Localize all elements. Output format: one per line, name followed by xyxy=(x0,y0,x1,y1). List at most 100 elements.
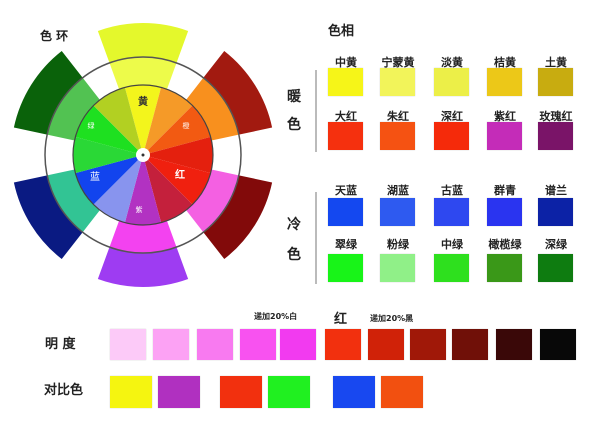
hue-swatch xyxy=(487,198,522,226)
wheel-ring-wedge-top-right xyxy=(186,77,239,141)
hue-swatch xyxy=(380,254,415,282)
color-wheel: 黄 橙 红 紫 蓝 绿 xyxy=(13,22,273,287)
hue-swatch xyxy=(487,122,522,150)
hue-swatch-label: 粉绿 xyxy=(387,238,409,251)
hue-swatch xyxy=(328,254,363,282)
wheel-inner-segment xyxy=(143,136,213,174)
wheel-label-orange: 橙 xyxy=(183,121,190,130)
contrast-swatch xyxy=(381,376,423,408)
hue-swatch xyxy=(434,198,469,226)
brightness-swatch xyxy=(410,329,446,360)
hue-swatch-label: 宁蒙黄 xyxy=(381,56,415,69)
hue-swatch-label: 深红 xyxy=(441,110,463,123)
wheel-inner-segment xyxy=(75,105,143,155)
hue-swatch-label: 桔黄 xyxy=(494,56,516,69)
hue-swatch-label: 朱红 xyxy=(387,110,409,123)
brightness-swatch xyxy=(240,329,276,360)
hue-swatch xyxy=(380,122,415,150)
wheel-inner-segment xyxy=(93,87,143,155)
hue-swatch xyxy=(538,68,573,96)
wheel-outer-wedge-top xyxy=(97,22,189,63)
hue-swatch xyxy=(538,198,573,226)
cool-label-2: 色 xyxy=(287,247,301,263)
wheel-outer-wedge-bottom-left xyxy=(13,175,83,260)
brightness-swatch xyxy=(368,329,404,360)
hue-swatch-label: 天蓝 xyxy=(335,184,357,197)
hue-swatch xyxy=(538,254,573,282)
hue-swatch xyxy=(380,68,415,96)
wheel-outer-wedge-bottom-right xyxy=(203,175,273,260)
hue-swatch xyxy=(328,198,363,226)
wheel-inner-segment xyxy=(124,155,162,225)
contrast-swatch xyxy=(158,376,200,408)
brightness-swatch xyxy=(110,329,146,360)
hue-swatch-label: 中黄 xyxy=(335,56,357,69)
brightness-swatch xyxy=(153,329,189,360)
wheel-inner-segment xyxy=(143,155,193,223)
contrast-swatch xyxy=(333,376,375,408)
wheel-inner-segment xyxy=(75,155,143,205)
hue-swatch-label: 淡黄 xyxy=(441,56,463,69)
add-white-note: 递加20%白 xyxy=(254,312,298,321)
wheel-ring-wedge-bottom-right xyxy=(186,169,239,233)
hue-swatch-label: 谱兰 xyxy=(545,184,567,197)
contrast-swatch xyxy=(220,376,262,408)
wheel-inner-segment xyxy=(143,105,211,155)
wheel-outer-wedge-top-right xyxy=(203,50,273,135)
hue-swatch-label: 湖蓝 xyxy=(387,184,409,197)
brightness-swatch xyxy=(325,329,361,360)
brightness-swatch xyxy=(197,329,233,360)
hue-swatch xyxy=(434,68,469,96)
wheel-label-purple: 紫 xyxy=(136,206,143,214)
brightness-label: 明 度 xyxy=(45,337,76,352)
hue-swatch xyxy=(434,254,469,282)
hue-title: 色相 xyxy=(328,24,355,39)
hue-swatch-label: 玫瑰红 xyxy=(539,110,573,123)
contrast-label: 对比色 xyxy=(44,383,84,398)
cool-label-1: 冷 xyxy=(287,217,301,233)
wheel-inner-segment xyxy=(143,87,193,155)
inner-circle xyxy=(72,84,214,226)
warm-divider xyxy=(315,70,317,152)
wheel-ring-wedge-bottom-left xyxy=(47,169,100,233)
hue-swatch-label: 紫红 xyxy=(494,110,516,123)
hue-swatch xyxy=(487,68,522,96)
hue-swatch-label: 橄榄绿 xyxy=(488,238,522,251)
wheel-inner-segment xyxy=(93,155,143,223)
hue-swatch-label: 大红 xyxy=(335,110,357,123)
wheel-label-green: 绿 xyxy=(88,121,95,130)
hue-swatch xyxy=(328,122,363,150)
contrast-swatch xyxy=(268,376,310,408)
hue-swatch-label: 古蓝 xyxy=(441,184,463,197)
brightness-swatch xyxy=(280,329,316,360)
wheel-inner-segment xyxy=(73,136,143,174)
wheel-label-red: 红 xyxy=(175,168,185,181)
warm-label-1: 暖 xyxy=(287,89,301,105)
wheel-inner-segment xyxy=(143,155,211,205)
color-wheel-title: 色 环 xyxy=(40,29,69,43)
add-black-note: 递加20%黑 xyxy=(370,314,414,323)
contrast-swatch xyxy=(110,376,152,408)
brightness-swatch xyxy=(540,329,576,360)
wheel-ring-wedge-top xyxy=(109,56,177,90)
hue-swatch xyxy=(487,254,522,282)
hue-swatch-label: 深绿 xyxy=(545,238,567,251)
cool-divider xyxy=(315,192,317,284)
brightness-center-label: 红 xyxy=(334,312,348,327)
warm-label-2: 色 xyxy=(287,117,301,133)
wheel-label-blue: 蓝 xyxy=(90,171,100,183)
wheel-outer-wedge-top-left xyxy=(13,50,83,135)
wheel-ring-wedge-top-left xyxy=(47,77,100,141)
brightness-swatch xyxy=(496,329,532,360)
hue-swatch-label: 土黄 xyxy=(545,56,567,69)
hue-swatch xyxy=(434,122,469,150)
wheel-ring-wedge-bottom xyxy=(109,220,177,254)
wheel-label-yellow: 黄 xyxy=(138,95,148,108)
hue-swatch-label: 群青 xyxy=(494,184,516,197)
brightness-swatch xyxy=(452,329,488,360)
hue-swatch xyxy=(328,68,363,96)
outer-ring-circle xyxy=(44,56,242,254)
hue-swatch-label: 中绿 xyxy=(441,238,463,251)
hue-swatch-label: 翠绿 xyxy=(335,238,357,251)
wheel-inner-segment xyxy=(124,85,162,155)
